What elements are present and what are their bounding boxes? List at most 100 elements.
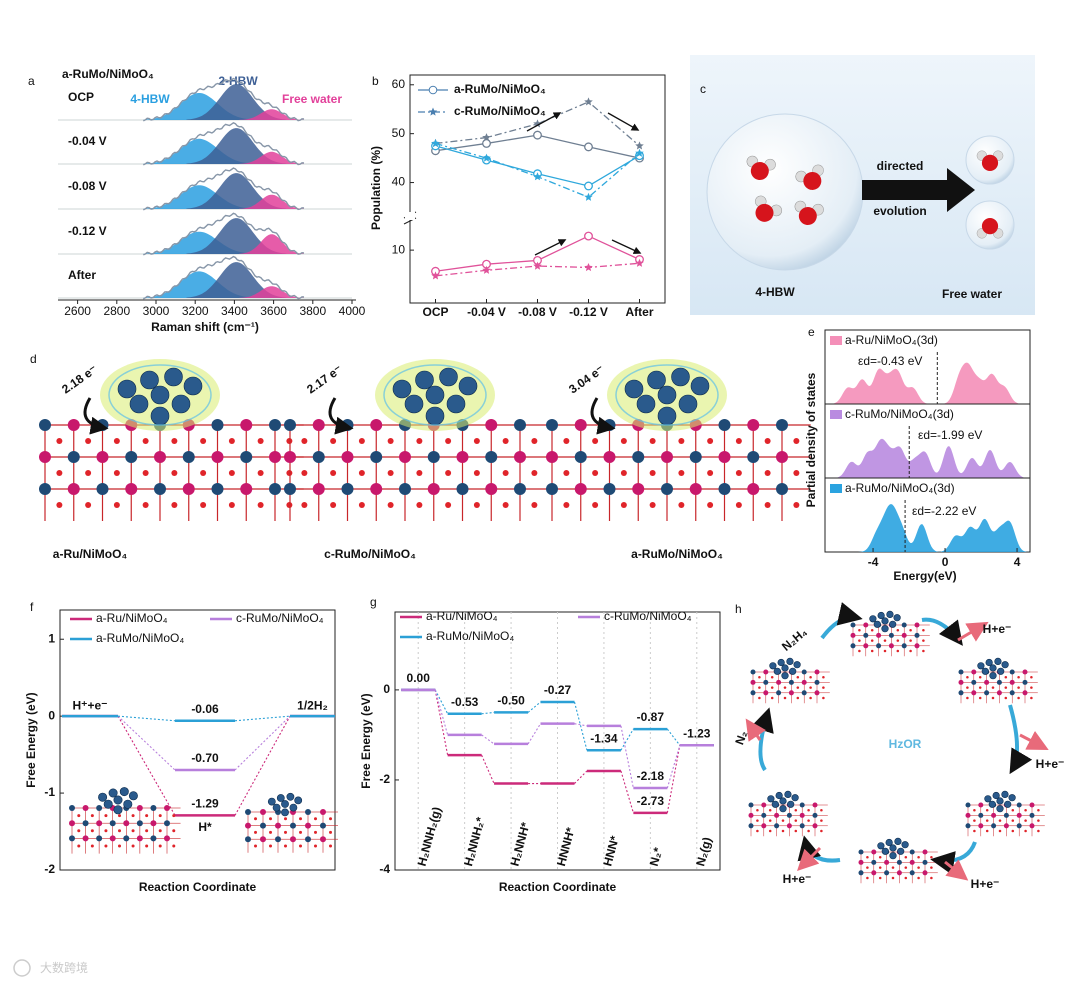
trend-arrow <box>526 112 562 132</box>
atom <box>211 451 224 463</box>
legend-marker <box>428 85 438 95</box>
atom <box>917 866 920 869</box>
cluster-atom <box>671 367 690 387</box>
value-label: -1.23 <box>683 726 711 740</box>
atom <box>822 696 825 700</box>
row-label: -0.08 V <box>68 179 107 193</box>
connector <box>481 754 495 784</box>
cluster-atom <box>128 791 138 801</box>
arrow-label: directed <box>877 159 924 173</box>
atom <box>799 812 805 818</box>
atom <box>809 675 812 679</box>
atom <box>965 802 971 808</box>
atom <box>531 438 538 444</box>
atom <box>416 438 423 444</box>
x-tick-label: 3400 <box>221 304 248 318</box>
atom <box>56 438 63 444</box>
category-label: H₂NNH₂(g) <box>415 805 444 867</box>
atom <box>290 822 296 829</box>
atom <box>125 451 138 463</box>
atom <box>592 502 599 508</box>
atom <box>661 451 673 463</box>
atom <box>1024 819 1027 822</box>
atom <box>1037 829 1040 833</box>
atom <box>314 844 317 848</box>
atom <box>240 483 253 495</box>
cycle-arrow <box>820 602 863 640</box>
atom <box>546 419 558 431</box>
cluster-atom <box>786 657 794 666</box>
atom <box>502 502 509 508</box>
atom <box>776 483 788 495</box>
cluster-atom <box>276 794 285 802</box>
point <box>584 263 593 272</box>
axis-break-gap <box>405 212 415 220</box>
trend-arrow <box>611 239 642 254</box>
atom <box>1011 829 1015 833</box>
envelope <box>142 167 305 211</box>
oxygen <box>750 161 769 180</box>
atom <box>758 686 761 689</box>
cluster-atom <box>98 792 108 802</box>
atom <box>603 483 616 495</box>
atom <box>118 844 121 848</box>
connector <box>117 715 176 771</box>
cluster-atom <box>108 788 118 798</box>
atom <box>145 829 149 833</box>
atom <box>370 419 383 431</box>
connector <box>434 689 449 715</box>
d-band-label: εd=-0.43 eV <box>858 354 922 368</box>
atom <box>82 820 89 827</box>
cluster-atom <box>994 657 1002 666</box>
value-label: -2.18 <box>637 769 665 783</box>
atom <box>275 822 281 829</box>
atom <box>909 628 912 632</box>
point <box>635 258 644 267</box>
atom <box>774 812 780 818</box>
atom <box>39 483 51 495</box>
atom <box>971 669 977 675</box>
d-band-label: εd=-2.22 eV <box>912 504 976 518</box>
connector <box>234 715 291 816</box>
cluster-atom <box>150 406 170 426</box>
atom <box>991 686 995 689</box>
atom <box>958 690 964 696</box>
atom <box>118 829 121 833</box>
atom <box>257 438 264 444</box>
atom <box>761 812 767 818</box>
atom <box>456 451 469 463</box>
atom <box>914 632 920 638</box>
cluster-atom <box>636 394 656 414</box>
legend-label: a-RuMo/NiMoO₄ <box>426 629 514 643</box>
atom <box>171 438 178 444</box>
component-peak <box>186 128 287 164</box>
atom <box>96 835 103 842</box>
atom <box>794 829 798 833</box>
row-label: -0.04 V <box>68 134 107 148</box>
cluster-atom <box>171 394 191 414</box>
value-label: -1.29 <box>191 797 219 811</box>
connector <box>574 770 588 784</box>
atom <box>763 679 769 685</box>
atom <box>275 836 281 843</box>
cluster-atom <box>889 620 897 628</box>
value-label: -1.34 <box>590 731 618 745</box>
cluster-atom <box>781 664 789 672</box>
cluster-atom <box>886 610 894 619</box>
atom <box>257 502 264 508</box>
legend-swatch <box>830 336 842 345</box>
component-peak <box>186 262 287 298</box>
atom <box>786 812 792 818</box>
cluster-atom <box>439 367 458 387</box>
pdos-curve <box>825 438 1030 478</box>
cluster-atom <box>889 844 897 852</box>
atom <box>958 679 964 685</box>
atom <box>603 451 616 463</box>
atom <box>649 502 656 508</box>
atom <box>858 849 864 855</box>
atom <box>747 483 760 495</box>
atom <box>254 817 257 821</box>
atom <box>286 438 293 444</box>
structure-name: a-RuMo/NiMoO₄ <box>631 547 723 561</box>
atom <box>820 808 823 812</box>
